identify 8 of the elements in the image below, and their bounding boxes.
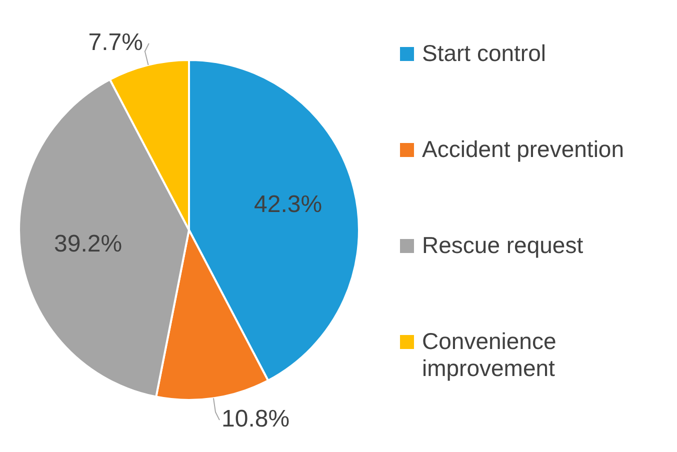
legend-label: Convenience improvement bbox=[422, 328, 558, 382]
data-label: 7.7% bbox=[88, 28, 143, 56]
legend-label: Accident prevention bbox=[422, 136, 624, 163]
data-label: 10.8% bbox=[222, 406, 290, 433]
legend-label: Start control bbox=[422, 40, 546, 67]
legend-label: Rescue request bbox=[422, 232, 584, 259]
data-label: 39.2% bbox=[54, 230, 122, 258]
data-label: 42.3% bbox=[254, 191, 322, 218]
